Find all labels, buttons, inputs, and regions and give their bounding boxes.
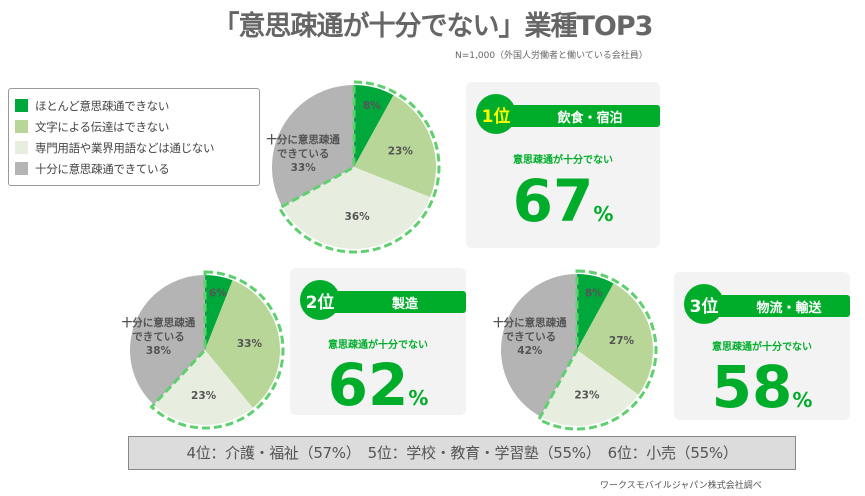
legend-label: 専門用語や業界用語などは通じない	[35, 140, 215, 155]
slice-label: 27%	[609, 335, 635, 347]
industry-label: 製造	[320, 291, 466, 313]
total-unit: %	[593, 202, 614, 226]
rank-badge: 2位	[300, 280, 340, 320]
slice-label: 8%	[363, 100, 381, 112]
rank-card-3: 物流・輸送 3位 意思疎通が十分でない 58%	[674, 272, 850, 420]
other-rankings: 4位：介護・福祉（57%） 5位：学校・教育・学習塾（55%） 6位：小売（55…	[128, 436, 796, 470]
pie-slice	[354, 95, 436, 198]
rank-card-1: 飲食・宿泊 1位 意思疎通が十分でない 67%	[466, 82, 660, 248]
headline: 意思疎通が十分でない	[513, 155, 613, 166]
pie-slice	[540, 350, 639, 426]
total-unit: %	[792, 388, 813, 412]
total-unit: %	[408, 386, 429, 410]
pie-slice	[153, 350, 253, 426]
slice-label: 36%	[345, 211, 371, 223]
legend-item: ほとんど意思疎通できない	[15, 95, 253, 116]
legend-item: 専門用語や業界用語などは通じない	[15, 137, 253, 158]
slice-label: 33%	[237, 338, 263, 350]
legend: ほとんど意思疎通できない 文字による伝達はできない 専門用語や業界用語などは通じ…	[8, 88, 260, 186]
pie-slice	[272, 85, 354, 207]
total-value: 67	[512, 167, 594, 235]
slice-label: 十分に意思疎通できている 33%	[266, 133, 340, 174]
rank-badge: 1位	[476, 94, 516, 134]
pie-slice	[577, 274, 614, 350]
pie-slice	[577, 283, 654, 395]
pie-slice	[205, 280, 281, 408]
credit: ワークスモバイルジャパン株式会社調べ	[600, 481, 762, 491]
legend-swatch	[15, 162, 28, 175]
slice-label: 23%	[191, 390, 217, 402]
slice-label: 十分に意思疎通できている 38%	[122, 316, 196, 357]
industry-label: 物流・輸送	[704, 295, 850, 317]
slice-label: 8%	[585, 288, 603, 300]
rank-card-2: 製造 2位 意思疎通が十分でない 62%	[290, 268, 466, 415]
pie-slice	[130, 275, 205, 405]
industry-label: 飲食・宿泊	[496, 105, 660, 127]
not-sufficient-outline	[536, 269, 658, 431]
slice-label: 十分に意思疎通できている 42%	[493, 316, 567, 357]
legend-label: 文字による伝達はできない	[35, 119, 170, 134]
total-value: 58	[711, 353, 793, 421]
total-percent: 62%	[290, 356, 466, 427]
sample-note: N=1,000（外国人労働者と働いている会社員）	[455, 51, 648, 61]
legend-swatch	[15, 141, 28, 154]
legend-label: ほとんど意思疎通できない	[35, 98, 170, 113]
legend-label: 十分に意思疎通できている	[35, 161, 170, 176]
total-percent: 67%	[466, 172, 660, 243]
page-title: 「意思疎通が十分でない」業種TOP3	[212, 11, 654, 42]
slice-label: 6%	[209, 288, 227, 300]
legend-swatch	[15, 120, 28, 133]
legend-item: 十分に意思疎通できている	[15, 158, 253, 179]
not-sufficient-outline	[277, 80, 441, 254]
pie-slice	[354, 85, 394, 167]
legend-item: 文字による伝達はできない	[15, 116, 253, 137]
rank-badge: 3位	[684, 284, 724, 324]
pie-slice	[501, 274, 577, 417]
pie-slice	[205, 275, 233, 350]
slice-label: 23%	[574, 390, 600, 402]
headline: 意思疎通が十分でない	[712, 342, 812, 353]
headline: 意思疎通が十分でない	[328, 340, 428, 351]
slice-label: 23%	[388, 145, 414, 157]
total-value: 62	[327, 351, 409, 419]
total-percent: 58%	[674, 358, 850, 429]
legend-swatch	[15, 99, 28, 112]
not-sufficient-outline	[149, 270, 285, 430]
